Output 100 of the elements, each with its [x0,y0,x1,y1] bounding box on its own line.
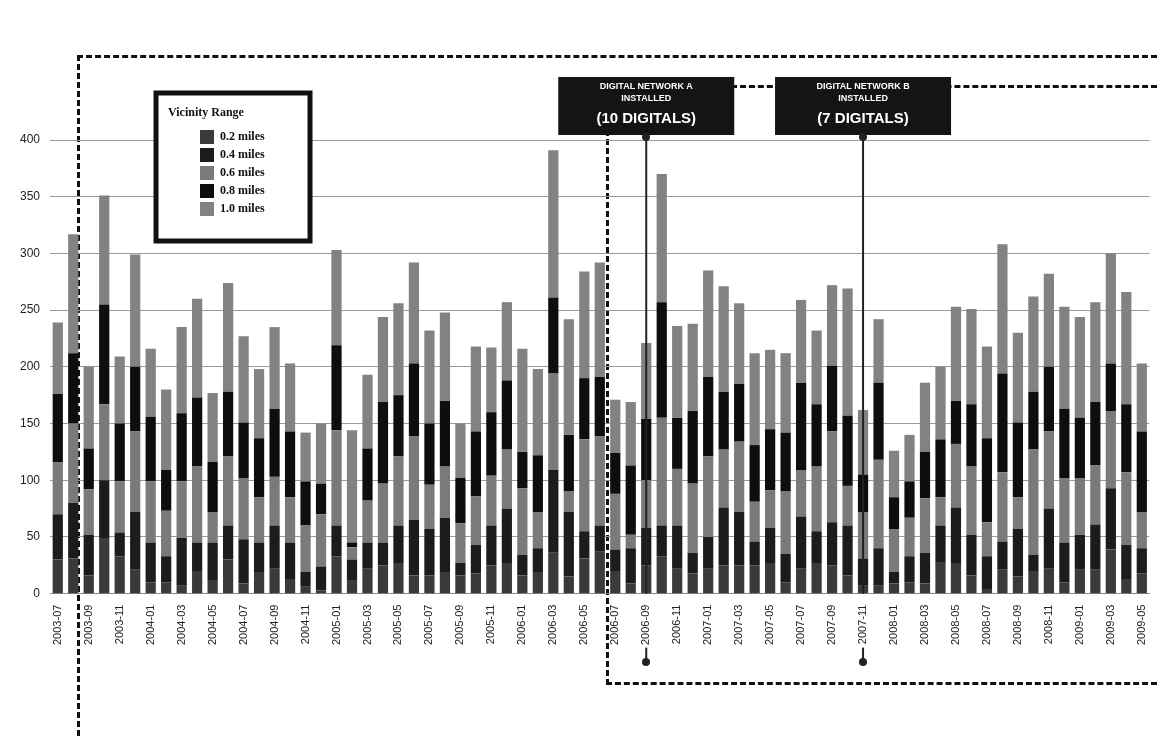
bar [1043,366,1054,432]
y-tick-label: 100 [19,472,41,487]
bar [579,378,590,440]
x-tick-label: 2006-07 [608,604,621,646]
bar [734,565,745,594]
bar [703,456,714,537]
bar [703,377,714,457]
bar [207,542,218,581]
bar [455,523,466,564]
bar [765,429,776,491]
bar [331,345,342,431]
bar [284,542,296,579]
bar [393,395,404,457]
bar [981,589,993,594]
bar [331,525,342,557]
bar [610,399,621,454]
bar [238,539,249,584]
bar [904,517,915,557]
bar [981,556,993,590]
bar [114,481,125,533]
bar [594,377,605,436]
bar [765,563,776,594]
bar [207,462,218,512]
bar [377,316,389,402]
bar [315,483,327,515]
bar [331,556,342,594]
bar [176,327,187,414]
bar [1028,391,1039,450]
bar [780,432,791,492]
bar [424,330,435,424]
bar [1059,582,1070,594]
bar [842,525,853,576]
bar [377,483,389,543]
bar [687,323,698,412]
bar [780,553,791,583]
bar [888,450,900,498]
bar [238,422,249,478]
x-tick-label: 2007-01 [701,604,714,646]
bar [765,490,776,528]
bar [1090,569,1101,594]
bar [1121,472,1132,545]
bar [935,439,946,498]
bar [1121,291,1132,405]
bar [1121,544,1132,579]
x-tick-label: 2006-01 [515,604,528,646]
bar [300,432,311,482]
bar [548,150,559,298]
bar [1105,488,1116,550]
bar [1136,573,1147,594]
bar [532,572,543,594]
bar [1090,465,1101,525]
bar [223,282,234,392]
bar [517,451,528,489]
bar [145,416,156,482]
bar [486,347,497,413]
y-tick-label: 150 [19,415,41,430]
bar [176,538,187,586]
bar [455,423,466,478]
legend-label: 0.8 miles [220,183,266,198]
bar [811,531,822,564]
bar [377,542,389,566]
bar [1012,332,1024,423]
bar [672,525,683,569]
bar [52,559,63,594]
bar [362,500,373,543]
bar [1136,548,1147,574]
bar [470,573,481,594]
bar [223,525,234,560]
bar [83,366,94,449]
bar [238,336,249,423]
x-tick-label: 2004-11 [298,604,311,645]
bar [625,534,636,549]
bar [672,417,683,469]
bar [1090,524,1101,570]
bar [1028,570,1039,594]
bar [1074,569,1085,594]
bar [284,363,296,432]
bar [470,496,481,545]
bar [145,481,156,543]
bar [826,285,838,366]
bar [563,511,574,577]
x-tick-label: 2006-05 [577,604,590,646]
bar [145,542,156,583]
bar [99,404,110,481]
x-tick-label: 2008-11 [1041,604,1054,645]
bar [734,511,745,566]
bar [362,568,373,594]
bar [161,556,172,583]
bar [192,466,203,543]
x-tick-label: 2009-01 [1072,604,1085,646]
bar [300,525,311,573]
bar [130,366,141,432]
bar [548,470,559,553]
bar [842,485,853,526]
bar [919,382,931,452]
bar [517,488,528,556]
bar [284,497,296,543]
bar [687,552,698,574]
bar [625,583,636,594]
bar [192,542,203,571]
